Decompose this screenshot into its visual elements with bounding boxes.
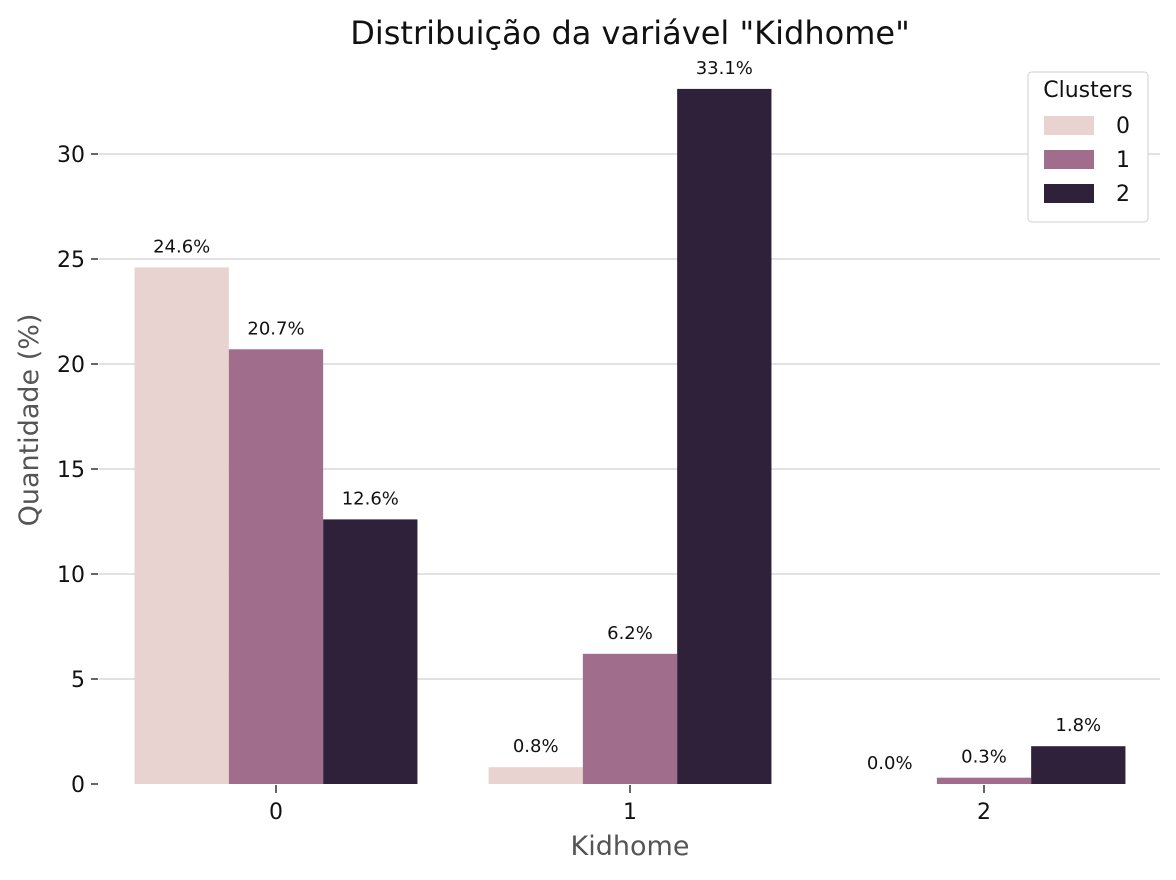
data-label: 20.7% — [247, 318, 304, 339]
x-axis-ticks: 0 1 2 — [269, 785, 991, 825]
data-label: 6.2% — [607, 623, 653, 644]
data-label: 1.8% — [1055, 715, 1101, 736]
chart-title: Distribuição da variável "Kidhome" — [350, 14, 910, 52]
data-label: 0.0% — [867, 753, 913, 774]
y-tick-label: 15 — [57, 458, 85, 483]
bars — [134, 88, 1126, 784]
bar — [488, 767, 583, 784]
bar — [677, 88, 772, 784]
bar — [1031, 746, 1126, 784]
bar — [582, 653, 678, 784]
y-axis-ticks: 0 5 10 15 20 25 30 — [57, 143, 98, 798]
x-tick-label: 1 — [623, 800, 637, 825]
legend-label: 1 — [1116, 148, 1130, 173]
legend-swatch — [1044, 150, 1094, 169]
y-tick-label: 5 — [71, 668, 85, 693]
y-tick-label: 25 — [57, 248, 85, 273]
legend-items: 0 1 2 — [1044, 114, 1130, 207]
bar — [936, 777, 1032, 784]
y-tick-label: 0 — [71, 773, 85, 798]
bar — [134, 267, 229, 784]
data-label: 24.6% — [153, 236, 210, 257]
data-label: 0.8% — [513, 736, 559, 757]
x-axis-label: Kidhome — [571, 831, 690, 862]
bar — [228, 349, 324, 784]
x-tick-label: 0 — [269, 800, 283, 825]
legend-label: 0 — [1116, 114, 1130, 139]
legend-title: Clusters — [1043, 78, 1133, 103]
legend-swatch — [1044, 116, 1094, 135]
x-tick-label: 2 — [977, 800, 991, 825]
data-label: 12.6% — [342, 488, 399, 509]
data-label: 0.3% — [961, 747, 1007, 768]
legend: Clusters 0 1 2 — [1027, 71, 1149, 223]
bar — [323, 519, 418, 784]
legend-swatch — [1044, 184, 1094, 203]
legend-label: 2 — [1116, 182, 1130, 207]
y-tick-label: 20 — [57, 353, 85, 378]
y-tick-label: 30 — [57, 143, 85, 168]
y-axis-label: Quantidade (%) — [14, 314, 45, 527]
data-labels: 24.6% 20.7% 12.6% 0.8% 6.2% 33.1% 0.0% 0.3% 1.8% — [153, 58, 1101, 774]
y-tick-label: 10 — [57, 563, 85, 588]
data-label: 33.1% — [696, 58, 753, 79]
